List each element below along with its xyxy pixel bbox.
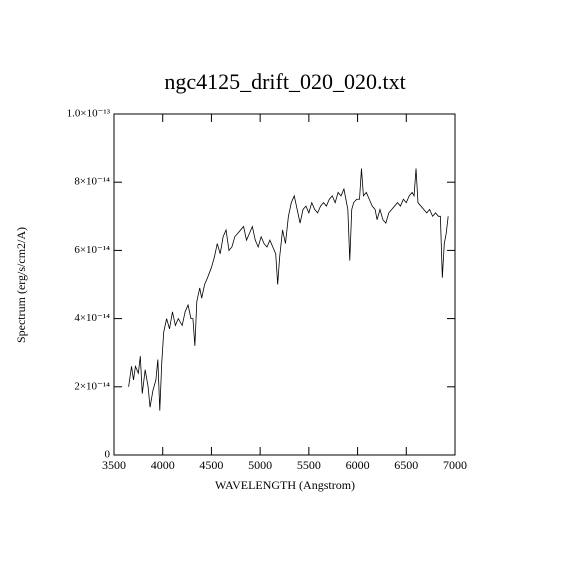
y-tick-label: 6×10⁻¹⁴ (74, 244, 110, 256)
y-tick-label: 1.0×10⁻¹³ (67, 108, 111, 120)
chart-title: ngc4125_drift_020_020.txt (164, 69, 405, 94)
x-tick-label: 4000 (151, 458, 175, 472)
x-tick-label: 7000 (443, 458, 467, 472)
y-tick-label: 0 (105, 449, 111, 461)
x-tick-label: 6500 (394, 458, 418, 472)
y-tick-label: 8×10⁻¹⁴ (74, 176, 110, 188)
plot-frame (113, 113, 456, 456)
x-tick-label: 6000 (346, 458, 370, 472)
y-axis-label: Spectrum (erg/s/cm2/A) (14, 227, 28, 343)
x-tick-label: 5000 (248, 458, 272, 472)
x-tick-label: 5500 (297, 458, 321, 472)
x-tick-label: 4500 (199, 458, 223, 472)
x-axis-label: WAVELENGTH (Angstrom) (215, 478, 355, 492)
y-tick-label: 2×10⁻¹⁴ (74, 380, 110, 392)
x-tick-label: 3500 (102, 458, 126, 472)
y-tick-label: 4×10⁻¹⁴ (74, 312, 110, 324)
spectrum-line (128, 168, 449, 411)
